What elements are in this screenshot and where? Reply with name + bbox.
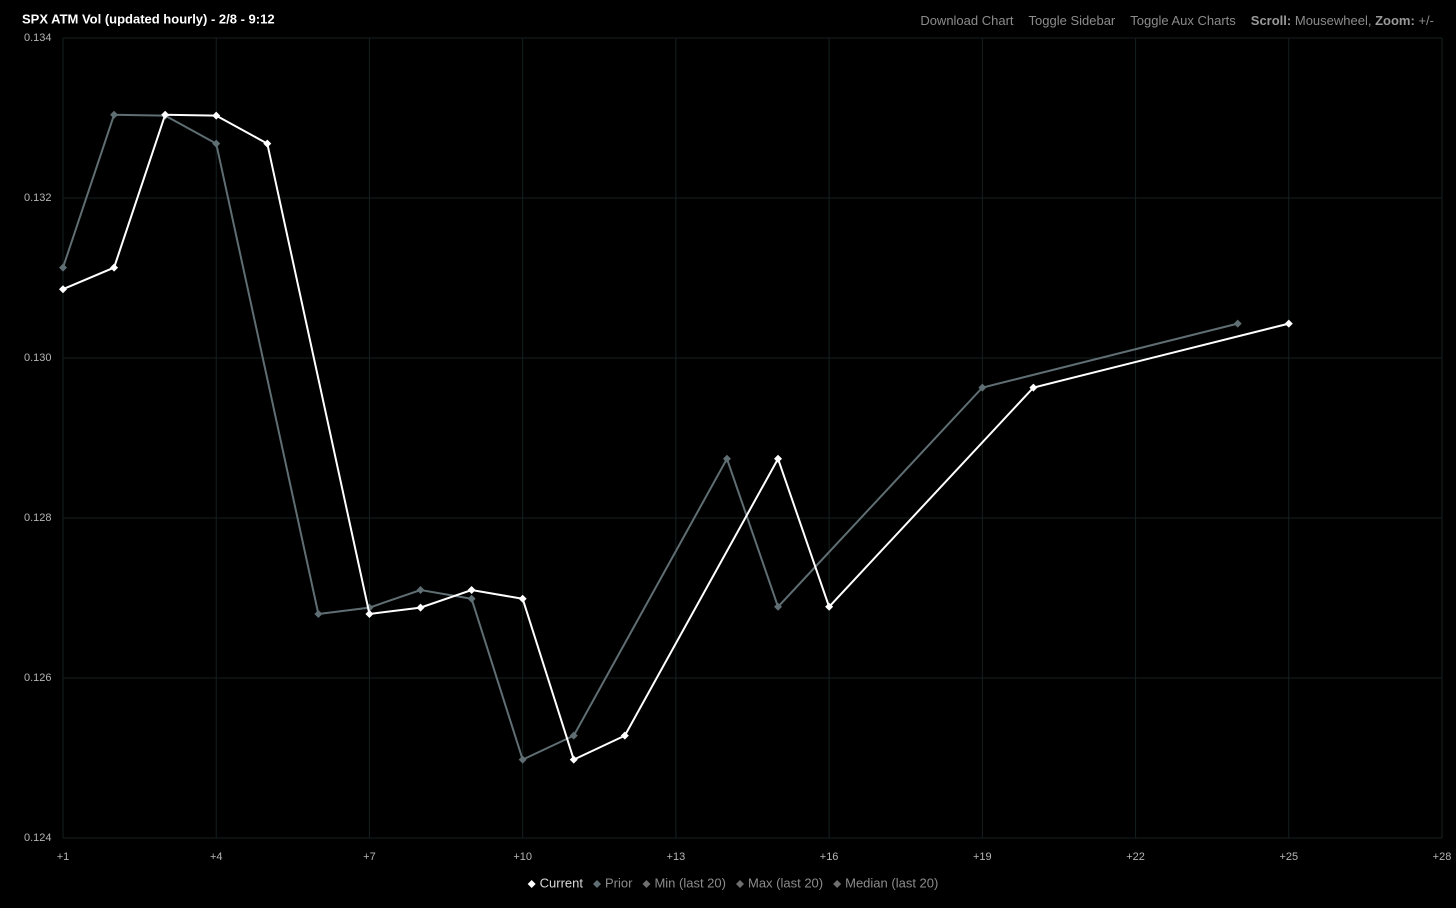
legend-label: Min (last 20) [654,875,726,890]
point-marker [1029,383,1038,392]
scroll-value: Mousewheel, [1294,13,1372,28]
point-marker [212,139,221,148]
y-tick-label: 0.130 [24,352,52,364]
point-marker [722,454,731,463]
point-marker [569,755,578,764]
point-marker [161,110,170,119]
legend: Current Prior Min (last 20) Max (last 20) Me… [527,875,938,890]
point-marker [212,111,221,120]
point-marker [416,603,425,612]
point-marker [774,602,783,611]
point-marker [110,110,119,119]
legend-item[interactable]: Max (last 20) [735,875,823,890]
toolbar: Download Chart Toggle Sidebar Toggle Aux… [920,13,1434,28]
legend-marker [593,880,602,888]
legend-marker [735,880,744,888]
y-tick-label: 0.134 [24,32,52,44]
legend-label: Max (last 20) [748,875,823,890]
sidebar-button[interactable]: Toggle Sidebar [1028,13,1116,28]
legend-marker [833,880,842,888]
point-marker [569,731,578,740]
x-tick-label: +1 [57,851,70,863]
legend-item[interactable]: Median (last 20) [833,875,938,890]
y-tick-label: 0.132 [24,192,52,204]
point-marker [263,139,272,148]
zoom-value: +/- [1418,13,1434,28]
legend-label: Prior [605,875,633,890]
point-marker [467,594,476,603]
chart-title: SPX ATM Vol (updated hourly) - 2/8 - 9:1… [22,11,275,26]
x-tick-label: +13 [667,851,686,863]
point-marker [467,586,476,594]
legend-item[interactable]: Min (last 20) [642,875,726,890]
y-tick-label: 0.126 [24,672,52,684]
point-marker [59,285,67,294]
point-marker [416,586,425,594]
point-marker [620,731,629,740]
x-tick-label: +16 [820,851,839,863]
x-tick-label: +19 [973,851,992,863]
x-tick-label: +4 [210,851,223,863]
point-marker [825,602,834,611]
legend-item[interactable]: Prior [593,875,633,890]
x-tick-label: +25 [1279,851,1298,863]
x-tick-label: +28 [1433,851,1452,863]
point-marker [518,594,527,603]
legend-label: Median (last 20) [845,875,938,890]
point-marker [518,755,527,764]
legend-label: Current [540,875,584,890]
x-tick-label: +22 [1126,851,1145,863]
y-tick-label: 0.124 [24,832,52,844]
aux-button[interactable]: Toggle Aux Charts [1130,13,1236,28]
legend-marker [527,880,536,888]
point-marker [1284,319,1293,328]
scroll-label: Scroll: [1250,13,1292,28]
series-line [62,113,1238,761]
legend-item[interactable]: Current [527,875,584,890]
x-tick-label: +10 [513,851,532,863]
hint: Scroll: Mousewheel, Zoom: +/- [1251,13,1434,28]
point-marker [774,454,783,463]
legend-marker [642,880,651,888]
grid [62,37,1443,839]
point-marker [110,263,119,272]
download-button[interactable]: Download Chart [920,13,1014,28]
point-marker [365,610,374,618]
point-marker [59,263,67,272]
zoom-label: Zoom: [1375,13,1415,28]
point-marker [1233,319,1242,328]
point-marker [314,610,323,618]
y-tick-label: 0.128 [24,512,52,524]
point-marker [978,383,987,392]
x-tick-label: +7 [363,851,376,863]
